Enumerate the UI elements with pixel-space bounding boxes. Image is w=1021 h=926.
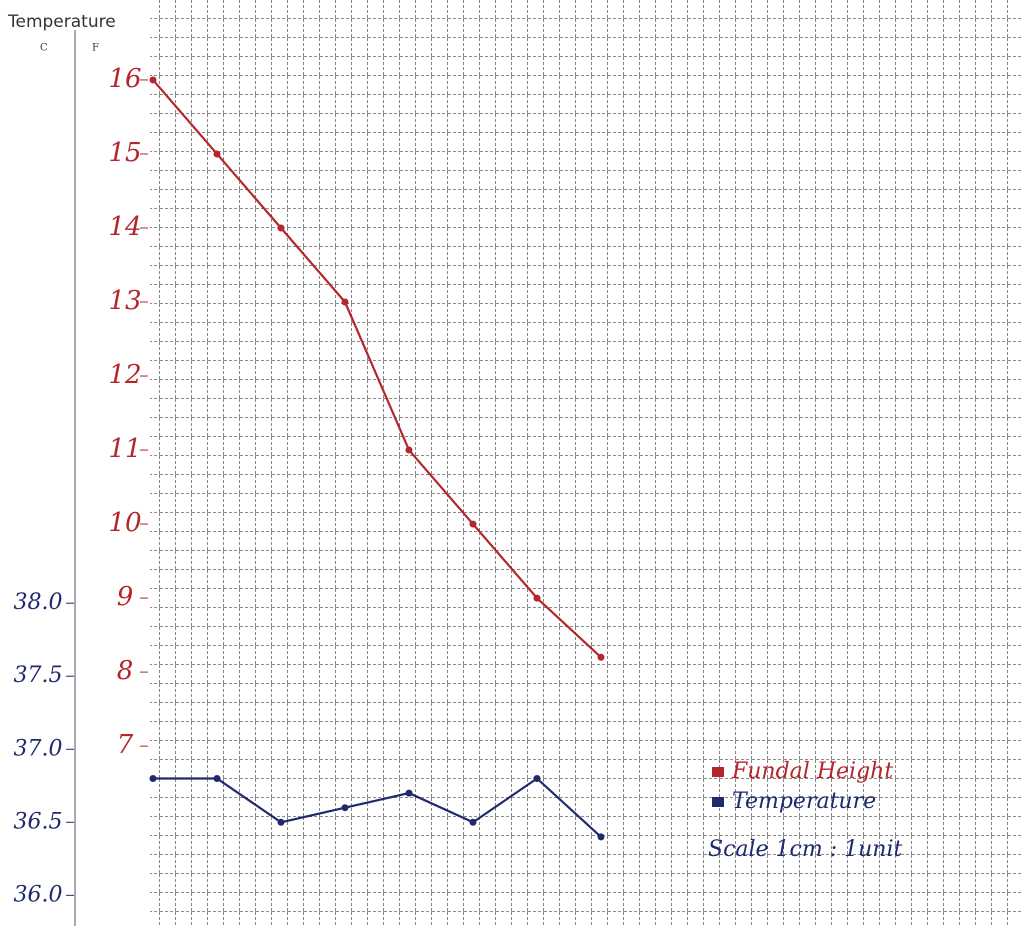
data-point (278, 819, 285, 826)
legend-label: Temperature (732, 789, 876, 814)
data-point (534, 595, 541, 602)
axis-title: Temperature (7, 12, 116, 32)
y-tick-label: 15 (108, 138, 141, 168)
y-tick-label: 13 (108, 286, 141, 316)
y2-tick-label: 37.0 (14, 736, 63, 761)
data-point (406, 790, 413, 797)
data-point (278, 224, 285, 231)
data-point (598, 833, 605, 840)
chart: Temperature C F Scale 1cm : 1unit 7 8 9 10 1… (0, 0, 1021, 926)
data-point (150, 76, 157, 83)
y-tick-label: 10 (108, 508, 141, 538)
data-point (150, 775, 157, 782)
data-point (214, 150, 221, 157)
y2-tick-label: 36.5 (14, 809, 63, 834)
legend-swatch (712, 797, 724, 807)
y2-tick-label: 36.0 (14, 882, 63, 907)
data-point (342, 804, 349, 811)
y2-tick-label: 37.5 (14, 663, 63, 688)
y-tick-label: 11 (108, 434, 141, 464)
y-tick-label: 14 (108, 212, 141, 242)
legend-swatch (712, 767, 724, 777)
legend-label: Fundal Height (731, 759, 893, 784)
data-point (214, 775, 221, 782)
y2-tick-label: 38.0 (14, 590, 63, 615)
y-tick-label: 12 (108, 360, 141, 390)
axis-header: F (92, 43, 99, 54)
data-point (342, 299, 349, 306)
scale-note: Scale 1cm : 1unit (708, 837, 903, 862)
data-point (470, 819, 477, 826)
y-tick-label: 16 (108, 64, 141, 94)
axis-header: C (40, 43, 48, 54)
data-point (534, 775, 541, 782)
y-tick-label: 9 (117, 582, 134, 612)
data-point (598, 654, 605, 661)
y-tick-label: 7 (117, 730, 134, 760)
data-point (470, 521, 477, 528)
data-point (406, 447, 413, 454)
y-tick-label: 8 (117, 656, 134, 686)
graph-paper (150, 0, 1021, 926)
